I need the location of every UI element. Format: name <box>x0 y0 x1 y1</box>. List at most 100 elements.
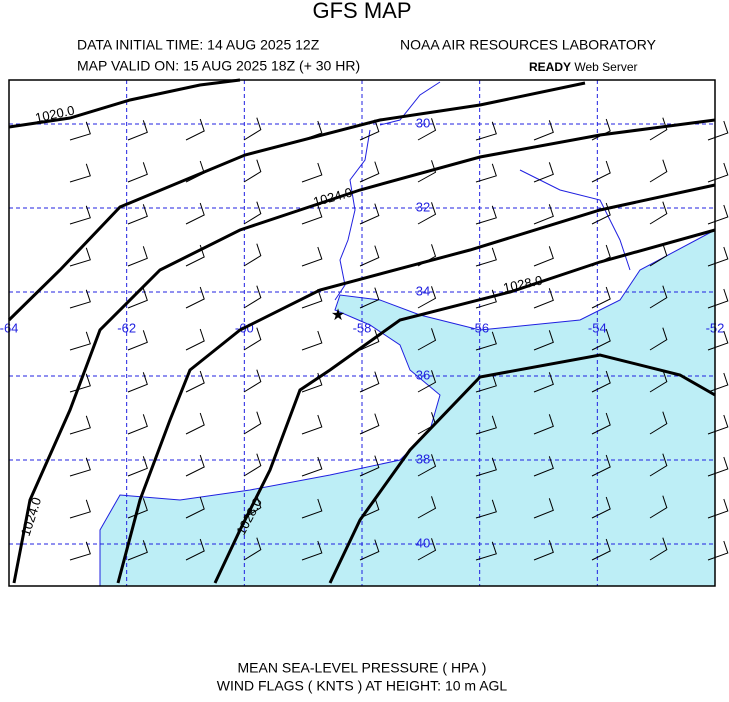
wind-barb <box>533 372 554 393</box>
wind-barb <box>127 162 148 183</box>
wind-barb <box>591 496 611 519</box>
wind-barb <box>127 120 148 141</box>
wind-barb <box>591 370 611 393</box>
wind-barb <box>475 205 497 225</box>
contour <box>12 118 716 584</box>
wind-barb <box>359 287 380 309</box>
wind-barb <box>591 118 611 141</box>
wind-barb <box>475 331 497 351</box>
wind-barb <box>533 330 554 351</box>
wind-barb <box>127 204 148 225</box>
wind-barb <box>301 414 323 435</box>
contour <box>213 228 716 584</box>
wind-barb <box>359 413 380 435</box>
lon-label: -62 <box>117 320 136 335</box>
wind-barb <box>533 162 554 183</box>
wind-barb <box>649 369 668 393</box>
wind-barb <box>127 372 148 393</box>
wind-barb <box>649 453 668 477</box>
server-text: Web Server <box>574 60 637 74</box>
wind-barb <box>417 286 437 309</box>
footer-line: WIND FLAGS ( KNTS ) AT HEIGHT: 10 m AGL <box>217 678 508 694</box>
wind-barb <box>185 328 205 351</box>
title: GFS MAP <box>312 0 411 23</box>
wind-barb <box>533 246 554 267</box>
wind-barb <box>185 538 205 561</box>
wind-barb <box>301 330 323 351</box>
wind-barb <box>417 160 437 183</box>
contour <box>116 183 716 584</box>
wind-barb <box>127 456 148 477</box>
wind-barb <box>301 246 323 267</box>
wind-barb <box>185 286 205 309</box>
star: ★ <box>331 307 345 324</box>
wind-barb <box>359 455 380 477</box>
wind-barb <box>359 119 380 141</box>
wind-barb <box>127 414 148 435</box>
wind-barb <box>475 121 497 141</box>
wind-barb <box>591 328 611 351</box>
wind-barb <box>591 412 611 435</box>
coastline <box>334 81 631 301</box>
wind-barb <box>359 497 380 519</box>
wind-barb <box>533 414 554 435</box>
lab: NOAA AIR RESOURCES LABORATORY <box>400 37 657 53</box>
wind-barb <box>127 246 148 267</box>
wind-barb <box>475 541 497 561</box>
wind-barb <box>475 499 497 519</box>
wind-barb <box>417 538 437 561</box>
wind-barb <box>185 202 205 225</box>
wind-barb <box>243 159 262 183</box>
wind-barb <box>243 453 262 477</box>
wind-barb <box>533 288 554 309</box>
wind-barb <box>649 285 668 309</box>
wind-barb <box>301 456 323 477</box>
wind-barb <box>359 539 380 561</box>
wind-barb <box>69 205 91 225</box>
server: READY Web Server <box>529 60 638 74</box>
wind-barb <box>69 247 91 267</box>
wind-barb <box>243 411 262 435</box>
footer-line: MEAN SEA-LEVEL PRESSURE ( HPA ) <box>238 660 487 676</box>
wind-barbs <box>69 117 729 561</box>
ocean <box>99 229 716 587</box>
wind-barb <box>243 537 262 561</box>
wind-barb <box>185 496 205 519</box>
wind-barb <box>359 329 380 351</box>
wind-barb <box>417 328 437 351</box>
contours <box>7 78 716 584</box>
wind-barb <box>69 331 91 351</box>
wind-barb <box>359 245 380 267</box>
wind-barb <box>649 495 668 519</box>
wind-barb <box>301 540 323 561</box>
wind-barb <box>475 415 497 435</box>
wind-barb <box>69 499 91 519</box>
lat-label: 40 <box>416 535 430 550</box>
lat-label: 36 <box>416 367 430 382</box>
wind-barb <box>417 118 437 141</box>
wind-barb <box>533 498 554 519</box>
wind-barb <box>417 454 437 477</box>
wind-barb <box>533 204 554 225</box>
wind-barb <box>69 289 91 309</box>
wind-barb <box>591 286 611 309</box>
wind-barb <box>475 163 497 183</box>
wind-barb <box>69 457 91 477</box>
server-bold: READY <box>529 60 571 74</box>
wind-barb <box>243 327 262 351</box>
wind-barb <box>533 540 554 561</box>
wind-barb <box>359 161 380 183</box>
wind-barb <box>649 243 668 267</box>
lon-label: -58 <box>353 320 372 335</box>
wind-barb <box>649 411 668 435</box>
wind-barb <box>185 454 205 477</box>
lat-label: 30 <box>416 115 430 130</box>
contour <box>328 353 716 584</box>
valid-time: MAP VALID ON: 15 AUG 2025 18Z (+ 30 HR) <box>77 58 360 74</box>
wind-barb <box>649 327 668 351</box>
wind-barb <box>475 247 497 267</box>
wind-barb <box>649 159 668 183</box>
wind-barb <box>301 498 323 519</box>
